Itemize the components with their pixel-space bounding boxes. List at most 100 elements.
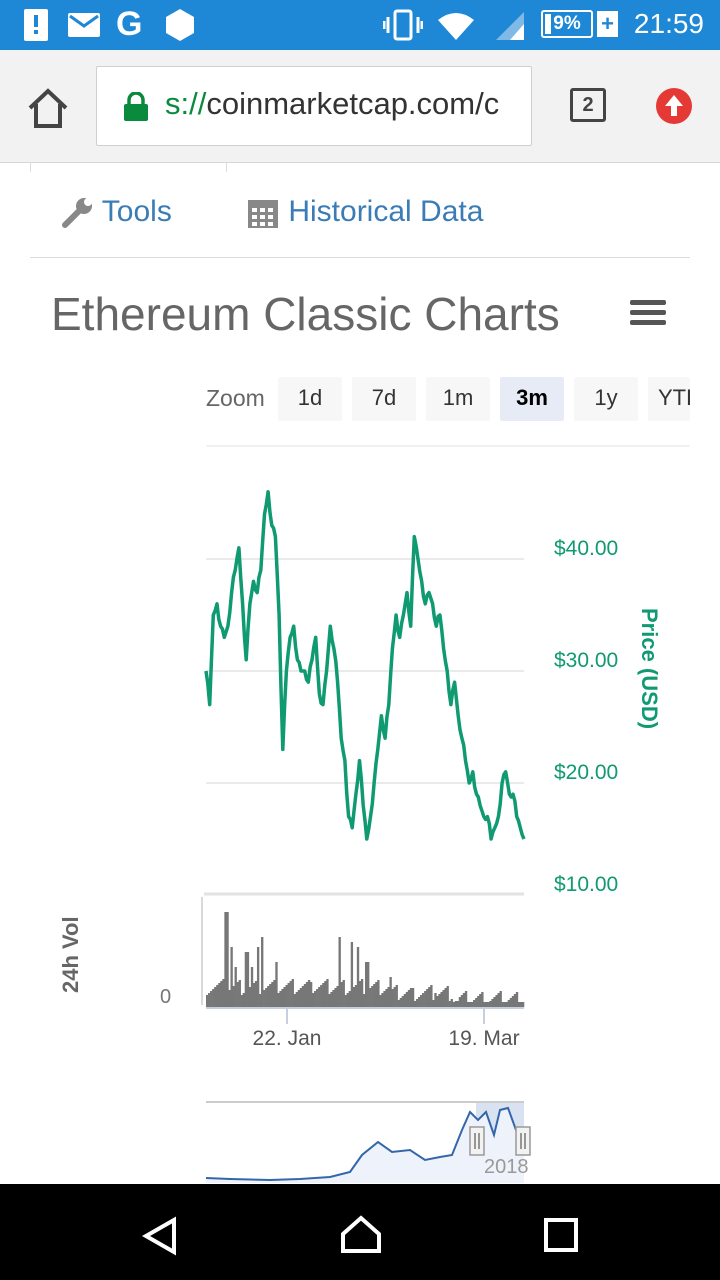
- volume-bar: [305, 982, 309, 1007]
- volume-bar: [483, 1002, 486, 1007]
- volume-bar: [350, 942, 354, 1007]
- volume-bar: [206, 995, 209, 1007]
- volume-bar: [454, 1001, 458, 1007]
- volume-bar: [517, 1002, 521, 1007]
- volume-bar: [212, 989, 215, 1007]
- volume-bar: [250, 967, 254, 1007]
- volume-bar: [316, 989, 319, 1007]
- navigator-label: 2018: [484, 1156, 529, 1178]
- volume-bar: [210, 991, 213, 1007]
- navigator-handle[interactable]: [469, 1126, 485, 1156]
- update-icon[interactable]: [656, 88, 692, 124]
- volume-bar: [312, 993, 315, 1007]
- volume-bar: [277, 993, 280, 1007]
- navigator-handle[interactable]: [515, 1126, 531, 1156]
- volume-bar: [297, 990, 301, 1007]
- volume-bar: [220, 981, 223, 1007]
- price-series-line: [204, 490, 526, 841]
- volume-bar: [232, 986, 235, 1007]
- volume-bar: [407, 990, 411, 1007]
- volume-bar: [226, 912, 229, 1007]
- volume-bar: [338, 937, 341, 1007]
- hamburger-menu-icon[interactable]: [630, 300, 666, 326]
- y-tick-label: $40.00: [554, 537, 618, 560]
- historical-data-link[interactable]: Historical Data: [246, 195, 483, 230]
- volume-bar: [352, 987, 356, 1007]
- back-icon[interactable]: [140, 1216, 180, 1261]
- volume-bar: [218, 983, 221, 1007]
- volume-axis-title: 24h Vol: [58, 916, 83, 993]
- volume-bar: [434, 993, 437, 1007]
- volume-bar: [438, 994, 441, 1007]
- volume-bar: [428, 987, 431, 1007]
- volume-bar: [415, 999, 419, 1007]
- volume-bar: [475, 998, 478, 1007]
- volume-bar: [446, 986, 449, 1007]
- divider: [30, 257, 690, 258]
- volume-bar: [356, 947, 360, 1007]
- vibrate-icon: [382, 9, 424, 46]
- volume-bar: [426, 989, 429, 1007]
- alert-icon: [24, 9, 48, 41]
- volume-bar: [448, 1001, 451, 1007]
- volume-bar: [452, 1002, 455, 1007]
- volume-bar: [289, 981, 292, 1007]
- volume-bar: [495, 995, 498, 1007]
- volume-bar: [464, 991, 468, 1007]
- zoom-button-1m[interactable]: 1m: [426, 377, 490, 421]
- volume-bar: [432, 1000, 435, 1007]
- volume-bar: [222, 979, 225, 1007]
- volume-bar: [487, 1002, 490, 1007]
- status-bar: G 9% + 21:59: [0, 0, 720, 50]
- volume-bar: [281, 989, 284, 1007]
- zoom-button-3m[interactable]: 3m: [500, 377, 564, 421]
- volume-bar: [477, 996, 480, 1007]
- home-nav-icon[interactable]: [340, 1214, 382, 1259]
- volume-bar: [403, 994, 407, 1007]
- volume-bar: [444, 988, 447, 1007]
- volume-bar: [466, 1002, 470, 1007]
- tools-link[interactable]: Tools: [60, 195, 172, 230]
- address-bar[interactable]: s://coinmarketcap.com/c: [96, 66, 532, 146]
- mail-icon: [68, 13, 100, 37]
- volume-bar: [424, 991, 427, 1007]
- historical-data-label: Historical Data: [288, 195, 484, 228]
- volume-bar: [318, 987, 321, 1007]
- volume-bar: [499, 991, 502, 1007]
- battery-percent: 9%: [553, 13, 581, 34]
- volume-bar: [273, 980, 276, 1007]
- volume-bar: [287, 983, 290, 1007]
- volume-bar: [336, 986, 339, 1007]
- signal-icon: [494, 10, 526, 47]
- volume-bar: [248, 987, 252, 1007]
- volume-bar: [309, 982, 313, 1007]
- zoom-button-7d[interactable]: 7d: [352, 377, 416, 421]
- volume-bar: [509, 998, 513, 1007]
- volume-bar: [360, 979, 364, 1007]
- volume-bar: [503, 1002, 506, 1007]
- home-icon[interactable]: [24, 86, 72, 130]
- divider: [30, 162, 31, 172]
- recents-icon[interactable]: [544, 1218, 578, 1257]
- tools-label: Tools: [101, 195, 172, 228]
- volume-bar: [489, 1001, 492, 1007]
- volume-bar: [458, 997, 462, 1007]
- volume-bar: [399, 998, 402, 1007]
- zoom-button-1y[interactable]: 1y: [574, 377, 638, 421]
- volume-bar: [307, 980, 311, 1007]
- volume-bar: [491, 999, 494, 1007]
- zoom-button-ytd[interactable]: YTD: [648, 377, 690, 421]
- volume-bar: [405, 992, 409, 1007]
- volume-bar: [358, 981, 362, 1007]
- volume-bar: [418, 997, 421, 1007]
- volume-bar: [334, 988, 337, 1007]
- volume-bar: [230, 947, 233, 1007]
- volume-bar: [462, 993, 466, 1007]
- volume-bar: [473, 1000, 476, 1007]
- volume-bar: [236, 982, 239, 1007]
- volume-bar: [293, 994, 296, 1007]
- tab-switcher-button[interactable]: 2: [570, 88, 606, 122]
- volume-bar: [367, 962, 370, 1007]
- zoom-button-1d[interactable]: 1d: [278, 377, 342, 421]
- volume-bar: [246, 952, 250, 1007]
